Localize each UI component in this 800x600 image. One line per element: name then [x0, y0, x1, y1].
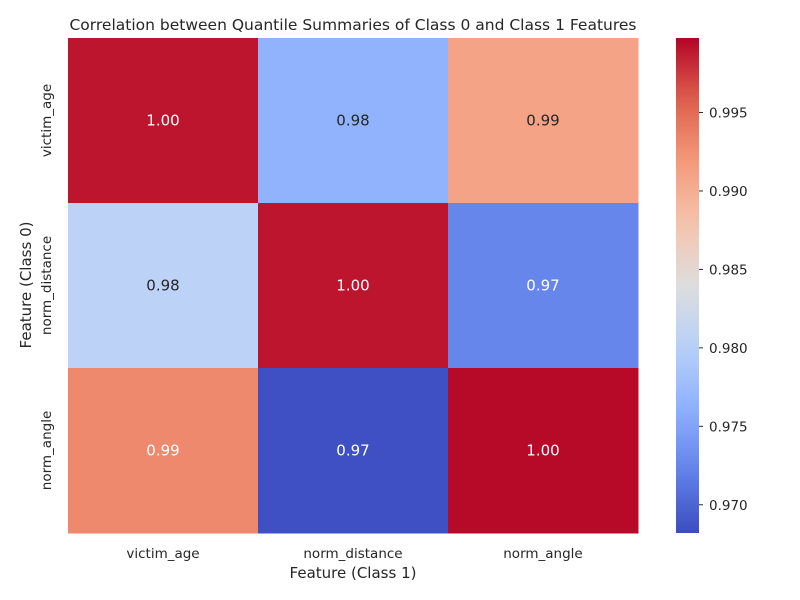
cell-value-label: 0.97 [526, 277, 559, 295]
cell-value-label: 1.00 [336, 277, 369, 295]
cell-value-label: 0.98 [146, 277, 179, 295]
colorbar-tick-label: 0.975 [709, 419, 748, 435]
colorbar-tick-label: 0.980 [709, 341, 748, 357]
x-tick-label: norm_distance [303, 546, 402, 562]
heatmap-cell [258, 38, 449, 204]
colorbar-tick-label: 0.995 [709, 106, 748, 122]
heatmap-cell [68, 203, 259, 369]
y-tick-label: victim_age [39, 84, 55, 157]
colorbar-tick-label: 0.985 [709, 262, 748, 278]
cell-value-label: 0.99 [526, 112, 559, 130]
colorbar-tick-label: 0.970 [709, 498, 748, 514]
heatmap-cell [448, 38, 639, 204]
x-tick-label: victim_age [126, 546, 199, 562]
colorbar-ticks: 0.970 0.975 0.980 0.985 0.990 0.995 [699, 106, 748, 514]
cell-value-label: 1.00 [146, 112, 179, 130]
heatmap-cell [68, 368, 259, 534]
x-tick-label: norm_angle [503, 546, 582, 562]
x-axis-ticks: victim_age norm_distance norm_angle [126, 546, 582, 562]
cell-value-label: 0.97 [336, 442, 369, 460]
heatmap-cell [448, 203, 639, 369]
heatmap-cell [258, 203, 449, 369]
heatmap-cell-labels: 1.00 0.98 0.99 0.98 1.00 0.97 0.99 0.97 1.00 [146, 112, 559, 460]
heatmap-cell [258, 368, 449, 534]
cell-value-label: 0.98 [336, 112, 369, 130]
heatmap-cells [68, 38, 639, 534]
heatmap-cell [448, 368, 639, 534]
cell-value-label: 0.99 [146, 442, 179, 460]
colorbar [676, 38, 699, 533]
y-axis-label: Feature (Class 0) [17, 222, 35, 349]
y-axis-ticks: victim_age norm_distance norm_angle [39, 84, 55, 490]
chart-title: Correlation between Quantile Summaries o… [69, 16, 636, 34]
y-tick-label: norm_angle [39, 411, 55, 490]
heatmap-cell [68, 38, 259, 204]
colorbar-tick-label: 0.990 [709, 184, 748, 200]
y-tick-label: norm_distance [39, 236, 55, 335]
cell-value-label: 1.00 [526, 442, 559, 460]
x-axis-label: Feature (Class 1) [290, 564, 417, 582]
